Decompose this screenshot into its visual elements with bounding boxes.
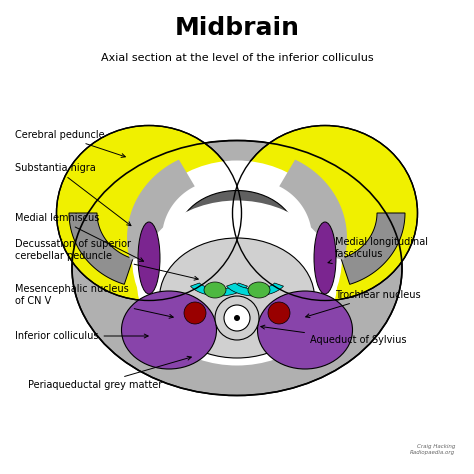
Text: Substantia nigra: Substantia nigra xyxy=(15,163,131,226)
Ellipse shape xyxy=(138,222,160,294)
Circle shape xyxy=(184,302,206,324)
Circle shape xyxy=(224,305,250,331)
Polygon shape xyxy=(69,213,133,284)
Ellipse shape xyxy=(314,222,336,294)
Ellipse shape xyxy=(233,126,418,301)
Ellipse shape xyxy=(177,191,297,285)
Ellipse shape xyxy=(72,140,402,395)
Text: Cerebral peduncle: Cerebral peduncle xyxy=(15,130,125,157)
Text: Midbrain: Midbrain xyxy=(174,16,300,40)
Text: Mesencephalic nucleus
of CN V: Mesencephalic nucleus of CN V xyxy=(15,284,173,318)
Text: Trochlear nucleus: Trochlear nucleus xyxy=(306,290,420,318)
Ellipse shape xyxy=(56,126,241,301)
Polygon shape xyxy=(227,283,283,296)
Text: Aqueduct of Sylvius: Aqueduct of Sylvius xyxy=(261,325,407,345)
Polygon shape xyxy=(341,213,405,284)
Text: Medial lemniscus: Medial lemniscus xyxy=(15,213,144,261)
Ellipse shape xyxy=(137,201,337,365)
Polygon shape xyxy=(127,160,195,260)
Circle shape xyxy=(234,315,240,321)
Ellipse shape xyxy=(204,282,226,298)
Text: Medial longitudinal
fasciculus: Medial longitudinal fasciculus xyxy=(328,237,428,264)
Text: Decussation of superior
cerebellar peduncle: Decussation of superior cerebellar pedun… xyxy=(15,239,198,280)
Circle shape xyxy=(215,296,259,340)
Ellipse shape xyxy=(159,238,315,358)
Ellipse shape xyxy=(257,291,353,369)
Polygon shape xyxy=(279,160,347,260)
Ellipse shape xyxy=(132,161,342,356)
Text: Craig Hacking
Radiopaedia.org: Craig Hacking Radiopaedia.org xyxy=(410,444,455,455)
Text: Periaqueductal grey matter: Periaqueductal grey matter xyxy=(28,356,191,390)
Text: Inferior colliculus: Inferior colliculus xyxy=(15,331,148,341)
Text: Axial section at the level of the inferior colliculus: Axial section at the level of the inferi… xyxy=(100,53,374,63)
Ellipse shape xyxy=(248,282,270,298)
Ellipse shape xyxy=(121,291,217,369)
Polygon shape xyxy=(191,283,247,296)
Circle shape xyxy=(268,302,290,324)
